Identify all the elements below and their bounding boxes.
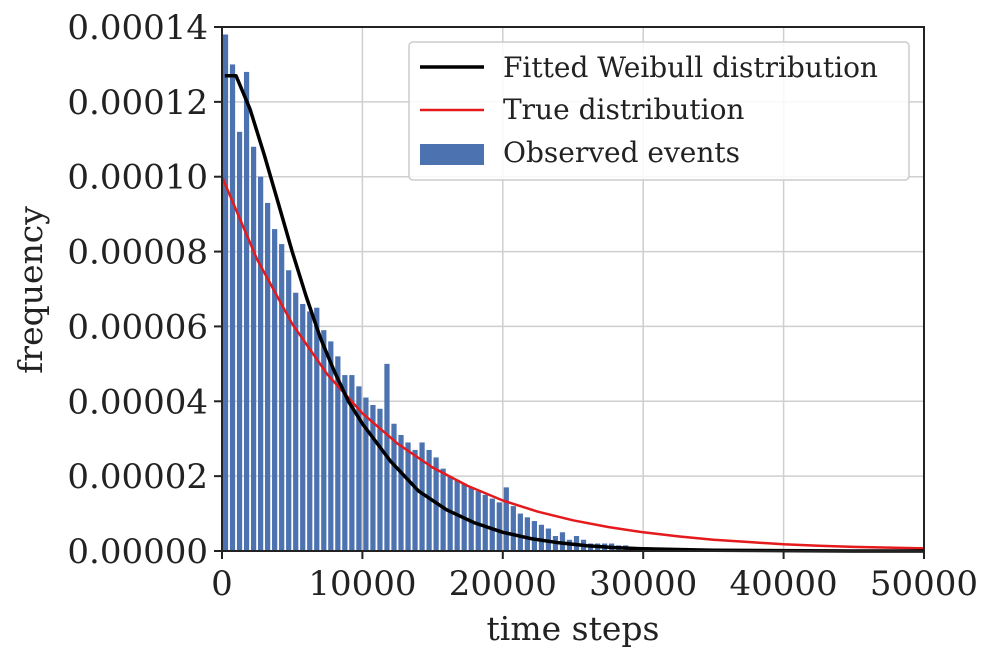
histogram-bar	[398, 434, 404, 551]
histogram-bar	[363, 397, 369, 551]
legend-label-observed: Observed events	[503, 136, 740, 169]
x-tick-label: 40000	[730, 564, 838, 604]
histogram-bar	[426, 449, 432, 551]
histogram-bar	[272, 229, 278, 551]
legend-label-true: True distribution	[503, 93, 744, 126]
histogram-bar	[229, 64, 236, 551]
histogram-bar	[447, 476, 453, 551]
histogram-bar	[335, 356, 341, 551]
y-tick-label: 0.00004	[67, 382, 208, 422]
histogram-bar	[265, 202, 271, 551]
y-axis-ticks: 0.00000 0.00002 0.00004 0.00006 0.00008 0.000…	[67, 8, 222, 572]
histogram-bar	[300, 303, 306, 551]
histogram-bar	[538, 524, 545, 551]
y-tick-label: 0.00006	[67, 307, 208, 347]
histogram-bar	[314, 307, 320, 551]
histogram-bar	[489, 498, 495, 551]
series-line-true	[220, 176, 925, 550]
plot-frame	[221, 26, 925, 552]
x-tick-label: 20000	[449, 564, 557, 604]
histogram-bar	[503, 487, 509, 551]
histogram-bar	[475, 491, 481, 551]
y-tick-label: 0.00010	[67, 158, 208, 198]
series-lines	[220, 73, 925, 553]
y-tick-label: 0.00012	[67, 83, 208, 123]
histogram-bar	[250, 146, 257, 551]
histogram-bar	[496, 502, 502, 551]
histogram-bar	[307, 311, 313, 551]
y-tick-label: 0.00002	[67, 457, 208, 497]
histogram-bar	[243, 71, 250, 552]
x-tick-label: 30000	[589, 564, 697, 604]
histogram-bar	[468, 487, 474, 551]
x-tick-label: 10000	[308, 564, 416, 604]
series-line-weibull	[224, 73, 924, 553]
y-axis-label: frequency	[11, 206, 50, 374]
histogram-bar	[279, 244, 285, 552]
histogram-bar	[440, 468, 446, 551]
histogram-bar	[524, 517, 530, 551]
histogram-bar	[349, 375, 355, 551]
histogram-bar	[258, 176, 264, 551]
histogram-bar	[286, 270, 292, 551]
histogram-bar	[517, 513, 523, 551]
histogram-bar	[293, 292, 299, 551]
histogram-bar	[531, 521, 537, 551]
x-tick-label: 50000	[870, 564, 978, 604]
histogram-bar	[510, 506, 516, 551]
x-axis-ticks: 0 10000 20000 30000 40000 50000	[211, 551, 978, 604]
histogram-bar	[482, 494, 488, 551]
x-axis-label: time steps	[487, 609, 660, 648]
histogram-bar	[342, 375, 348, 551]
histogram-bar	[356, 386, 362, 551]
legend: Fitted Weibull distribution True distrib…	[408, 41, 910, 181]
y-tick-label: 0.00008	[67, 233, 208, 273]
histogram-bar	[405, 442, 411, 551]
y-tick-label: 0.00014	[67, 8, 208, 48]
legend-swatch-observed	[420, 144, 484, 165]
histogram-bar	[370, 405, 376, 551]
histogram-bar	[377, 408, 383, 551]
legend-label-weibull: Fitted Weibull distribution	[503, 51, 878, 84]
histogram-bar	[222, 34, 229, 551]
histogram-bar	[321, 330, 327, 551]
x-tick-label: 0	[211, 564, 233, 604]
histogram-bar	[419, 442, 425, 551]
histogram-bar	[328, 341, 334, 551]
histogram-bar	[412, 449, 418, 551]
histogram-bar	[391, 423, 397, 551]
histogram-bar	[236, 131, 243, 552]
legend-box	[408, 41, 910, 181]
y-tick-label: 0.00000	[67, 532, 208, 572]
